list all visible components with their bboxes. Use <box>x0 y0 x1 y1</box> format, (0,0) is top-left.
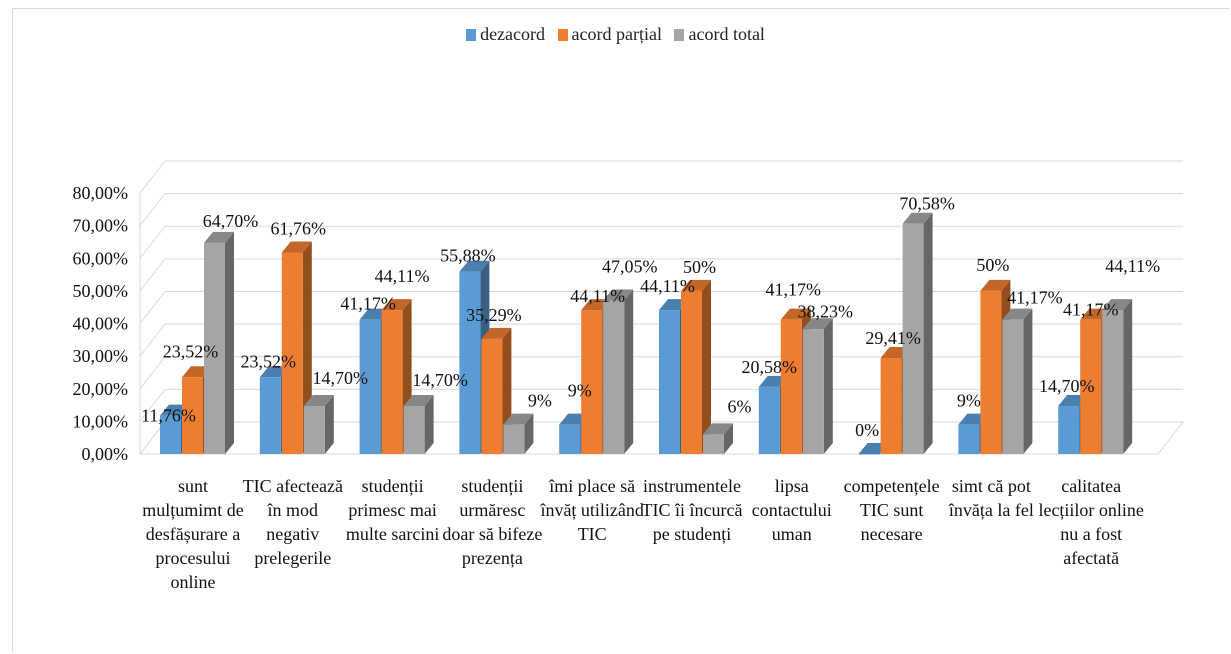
bar-3-4 <box>503 413 534 454</box>
y-tick-label-7: 70,00% <box>73 216 129 236</box>
chart-frame <box>12 8 1229 652</box>
data-label-2-6: 50% <box>683 257 716 277</box>
y-tick-label-6: 60,00% <box>73 248 129 268</box>
x-category-label-2: TIC afectează în mod negativ prelegerile <box>242 476 343 568</box>
data-label-2-4: 35,29% <box>466 305 522 325</box>
gridline-wall-1 <box>139 389 166 422</box>
x-category-label-1: sunt mulțumimt de desfășurare a procesul… <box>142 476 244 592</box>
data-label-3-2: 14,70% <box>313 368 369 388</box>
x-category-label-7: lipsa contactului uman <box>751 476 832 544</box>
data-label-1-1: 11,76% <box>141 406 196 426</box>
bar-3-5 <box>603 289 634 454</box>
data-label-3-6: 6% <box>728 396 752 416</box>
x-category-label-4: studenții urmăresc doar să bifeze prezen… <box>442 476 543 568</box>
data-label-2-8: 29,41% <box>865 328 921 348</box>
data-label-2-3: 44,11% <box>375 266 430 286</box>
y-tick-label-5: 50,00% <box>73 281 129 301</box>
y-tick-label-1: 10,00% <box>73 411 129 431</box>
data-label-2-9: 50% <box>976 255 1009 275</box>
data-label-1-9: 9% <box>957 391 981 411</box>
x-category-label-6: instrumentele TIC îi încurcă pe studenți <box>641 476 743 544</box>
gridline-wall-6 <box>139 225 166 259</box>
bar-3-2 <box>303 395 334 454</box>
data-label-1-2: 23,52% <box>241 351 297 371</box>
legend-label-acord-partial: acord parțial <box>571 24 662 44</box>
data-label-2-10: 41,17% <box>1063 300 1119 320</box>
bar-3-3 <box>403 395 434 454</box>
y-tick-label-3: 30,00% <box>73 346 129 366</box>
data-label-3-3: 14,70% <box>412 370 468 390</box>
legend-swatch-dezacord <box>466 28 477 41</box>
gridline-wall-2 <box>139 356 166 390</box>
gridline-wall-5 <box>139 258 166 292</box>
data-label-1-8: 0% <box>855 420 879 440</box>
legend-item-acord-partial: acord parțial <box>557 24 662 45</box>
legend-swatch-acord-partial <box>557 28 568 41</box>
data-label-2-1: 23,52% <box>163 341 219 361</box>
data-label-3-8: 70,58% <box>899 194 955 214</box>
data-label-3-5: 47,05% <box>602 256 658 276</box>
bar-3-6 <box>703 423 733 454</box>
data-label-1-7: 20,58% <box>742 357 798 377</box>
x-category-label-5: îmi place să învăț utilizând TIC <box>540 476 644 544</box>
bar-3-8 <box>902 212 933 454</box>
gridline-wall-8 <box>139 160 166 194</box>
bar-2-6 <box>681 279 711 454</box>
data-label-2-7: 41,17% <box>766 280 822 300</box>
bar-2-4 <box>481 327 512 454</box>
data-label-2-5: 44,11% <box>570 286 625 306</box>
y-tick-label-0: 0,00% <box>82 444 129 464</box>
gridline-wall-7 <box>139 193 166 226</box>
data-label-3-7: 38,23% <box>798 301 854 321</box>
data-label-1-3: 41,17% <box>340 294 396 314</box>
bar-3-10 <box>1102 299 1133 454</box>
bar-3-7 <box>802 318 833 454</box>
y-tick-label-4: 40,00% <box>73 314 129 334</box>
legend-item-dezacord: dezacord <box>466 24 545 45</box>
x-category-label-8: competențele TIC sunt necesare <box>843 476 940 544</box>
bar-3-9 <box>1002 308 1033 454</box>
bar-3-1 <box>204 231 234 454</box>
data-label-3-10: 44,11% <box>1105 256 1160 276</box>
data-label-3-9: 41,17% <box>1007 288 1063 308</box>
gridline-wall-4 <box>139 291 166 324</box>
y-tick-label-8: 80,00% <box>73 183 129 203</box>
legend-label-dezacord: dezacord <box>480 24 546 44</box>
data-label-1-6: 44,11% <box>640 276 695 296</box>
chart-legend: dezacord acord parțial acord total <box>0 24 1231 46</box>
gridline-wall-3 <box>139 323 166 357</box>
x-category-label-9: simt că pot învăța la fel <box>948 476 1034 520</box>
data-label-2-2: 61,76% <box>271 219 327 239</box>
legend-swatch-acord-total <box>674 28 685 41</box>
legend-item-acord-total: acord total <box>674 24 765 45</box>
data-label-3-4: 9% <box>528 391 552 411</box>
legend-label-acord-total: acord total <box>688 24 765 44</box>
data-label-1-5: 9% <box>568 381 592 401</box>
y-tick-label-2: 20,00% <box>73 379 129 399</box>
x-category-label-10: calitatea lecțiilor online nu a fost afe… <box>1038 476 1144 568</box>
x-category-label-3: studenții primesc mai multe sarcini <box>345 476 440 544</box>
data-label-1-10: 14,70% <box>1039 376 1095 396</box>
data-label-1-4: 55,88% <box>440 246 496 266</box>
data-label-3-1: 64,70% <box>203 211 259 231</box>
